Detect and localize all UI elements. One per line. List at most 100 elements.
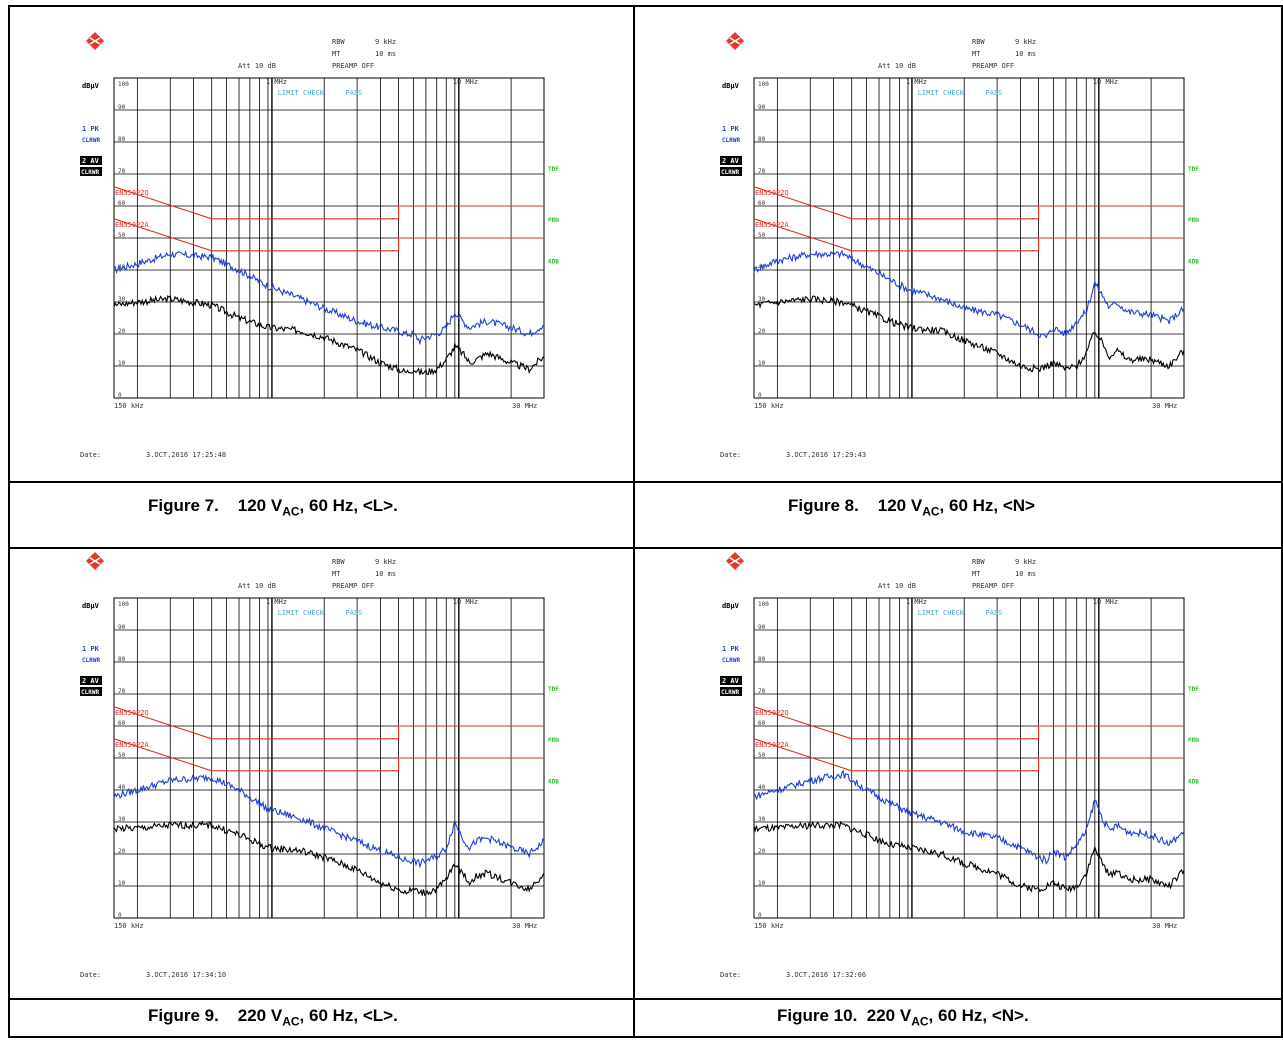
y-tick-label: 80	[758, 656, 766, 663]
trace2-mode: CLRWR	[81, 169, 99, 176]
mt-label: MT	[972, 50, 981, 58]
limit-line	[753, 218, 1184, 252]
six-db-label: 6DB	[1188, 779, 1199, 786]
rbw-label: RBW	[332, 38, 345, 46]
y-tick-label: 30	[758, 816, 766, 823]
y-tick-label: 30	[758, 296, 766, 303]
limit-check-label: LIMIT CHECK	[278, 89, 325, 97]
y-tick-label: 80	[118, 136, 126, 143]
limit-check-result: PASS	[986, 89, 1003, 97]
limit-check-label: LIMIT CHECK	[918, 609, 965, 617]
y-tick-label: 0	[758, 912, 762, 919]
six-db-label: 6DB	[548, 779, 559, 786]
trace2-label: 2 AV	[722, 157, 740, 165]
emi-plot: RBW 9 kHz MT 10 ms Att 10 dB PREAMP OFF dBµV 1 …	[720, 32, 1199, 459]
rbw-label: RBW	[972, 38, 985, 46]
x-start-label: 150 kHz	[754, 402, 784, 410]
date-value: 3.OCT.2016 17:25:48	[146, 451, 226, 459]
table-border-row1	[8, 481, 1283, 483]
x-start-label: 150 kHz	[114, 402, 144, 410]
unit-label: dBµV	[82, 602, 100, 610]
mt-value: 10 ms	[1015, 570, 1036, 578]
x-stop-label: 30 MHz	[1152, 922, 1177, 930]
trace-line	[113, 820, 545, 897]
trace2-badge	[80, 676, 102, 685]
y-tick-label: 80	[758, 136, 766, 143]
table-border-row3	[8, 998, 1283, 1000]
logo-mark-icon	[89, 557, 101, 565]
prn-label: PRN	[1188, 737, 1199, 744]
limit-check-result: PASS	[346, 609, 363, 617]
y-tick-label: 0	[118, 392, 122, 399]
rbw-value: 9 kHz	[1015, 38, 1036, 46]
trace-line	[113, 294, 545, 376]
trace2-badge	[720, 156, 742, 165]
marker-label: 1 MHz	[906, 78, 927, 86]
six-db-label: 6DB	[1188, 259, 1199, 266]
x-start-label: 150 kHz	[754, 922, 784, 930]
mt-label: MT	[332, 50, 341, 58]
preamp-value: PREAMP OFF	[972, 62, 1014, 70]
x-start-label: 150 kHz	[114, 922, 144, 930]
limit-line	[753, 738, 1184, 772]
unit-label: dBµV	[722, 602, 740, 610]
trace2-mode: CLRWR	[81, 689, 99, 696]
rbw-value: 9 kHz	[375, 38, 396, 46]
att-value: Att 10 dB	[878, 582, 916, 590]
y-tick-label: 50	[118, 232, 126, 239]
trace1-mode: CLRWR	[82, 657, 100, 664]
unit-label: dBµV	[722, 82, 740, 90]
rbw-value: 9 kHz	[375, 558, 396, 566]
date-label: Date:	[720, 451, 741, 459]
tdf-label: TDF	[548, 166, 559, 173]
logo-mark-icon	[729, 557, 741, 565]
y-tick-label: 40	[118, 264, 126, 271]
y-tick-label: 70	[118, 168, 126, 175]
att-value: Att 10 dB	[238, 582, 276, 590]
tdf-label: TDF	[1188, 166, 1199, 173]
y-tick-label: 50	[758, 232, 766, 239]
att-value: Att 10 dB	[238, 62, 276, 70]
limit-check-label: LIMIT CHECK	[278, 609, 325, 617]
trace-line	[113, 774, 545, 869]
y-tick-label: 40	[758, 784, 766, 791]
emi-plot: RBW 9 kHz MT 10 ms Att 10 dB PREAMP OFF dBµV 1 …	[720, 552, 1199, 979]
x-stop-label: 30 MHz	[512, 402, 537, 410]
y-tick-label: 20	[758, 328, 766, 335]
y-tick-label: 90	[118, 104, 126, 111]
date-value: 3.OCT.2016 17:32:06	[786, 971, 866, 979]
y-tick-label: 20	[118, 328, 126, 335]
y-tick-label: 60	[758, 720, 766, 727]
trace2-mode-badge	[720, 167, 742, 176]
marker-label: 10 MHz	[1093, 598, 1118, 606]
tdf-label: TDF	[1188, 686, 1199, 693]
figure-caption: Figure 8. 120 VAC, 60 Hz, <N>	[788, 496, 1035, 519]
trace2-label: 2 AV	[82, 677, 100, 685]
limit-line	[753, 186, 1184, 220]
logo-mark-icon	[89, 37, 101, 45]
y-tick-label: 80	[118, 656, 126, 663]
trace1-mode: CLRWR	[82, 137, 100, 144]
prn-label: PRN	[1188, 217, 1199, 224]
limit-line	[113, 706, 544, 740]
y-tick-label: 0	[118, 912, 122, 919]
trace2-badge	[720, 676, 742, 685]
limit-line	[113, 738, 544, 772]
y-tick-label: 10	[118, 360, 126, 367]
trace2-mode: CLRWR	[721, 169, 739, 176]
mt-value: 10 ms	[375, 50, 396, 58]
trace1-label: 1 PK	[722, 645, 740, 653]
marker-label: 10 MHz	[1093, 78, 1118, 86]
x-stop-label: 30 MHz	[512, 922, 537, 930]
limit-check-result: PASS	[986, 609, 1003, 617]
trace1-label: 1 PK	[722, 125, 740, 133]
y-tick-label: 20	[758, 848, 766, 855]
y-tick-label: 40	[118, 784, 126, 791]
prn-label: PRN	[548, 737, 559, 744]
trace2-label: 2 AV	[82, 157, 100, 165]
six-db-label: 6DB	[548, 259, 559, 266]
date-label: Date:	[720, 971, 741, 979]
y-tick-label: 90	[758, 624, 766, 631]
trace-line	[754, 295, 1185, 373]
limit-check-label: LIMIT CHECK	[918, 89, 965, 97]
